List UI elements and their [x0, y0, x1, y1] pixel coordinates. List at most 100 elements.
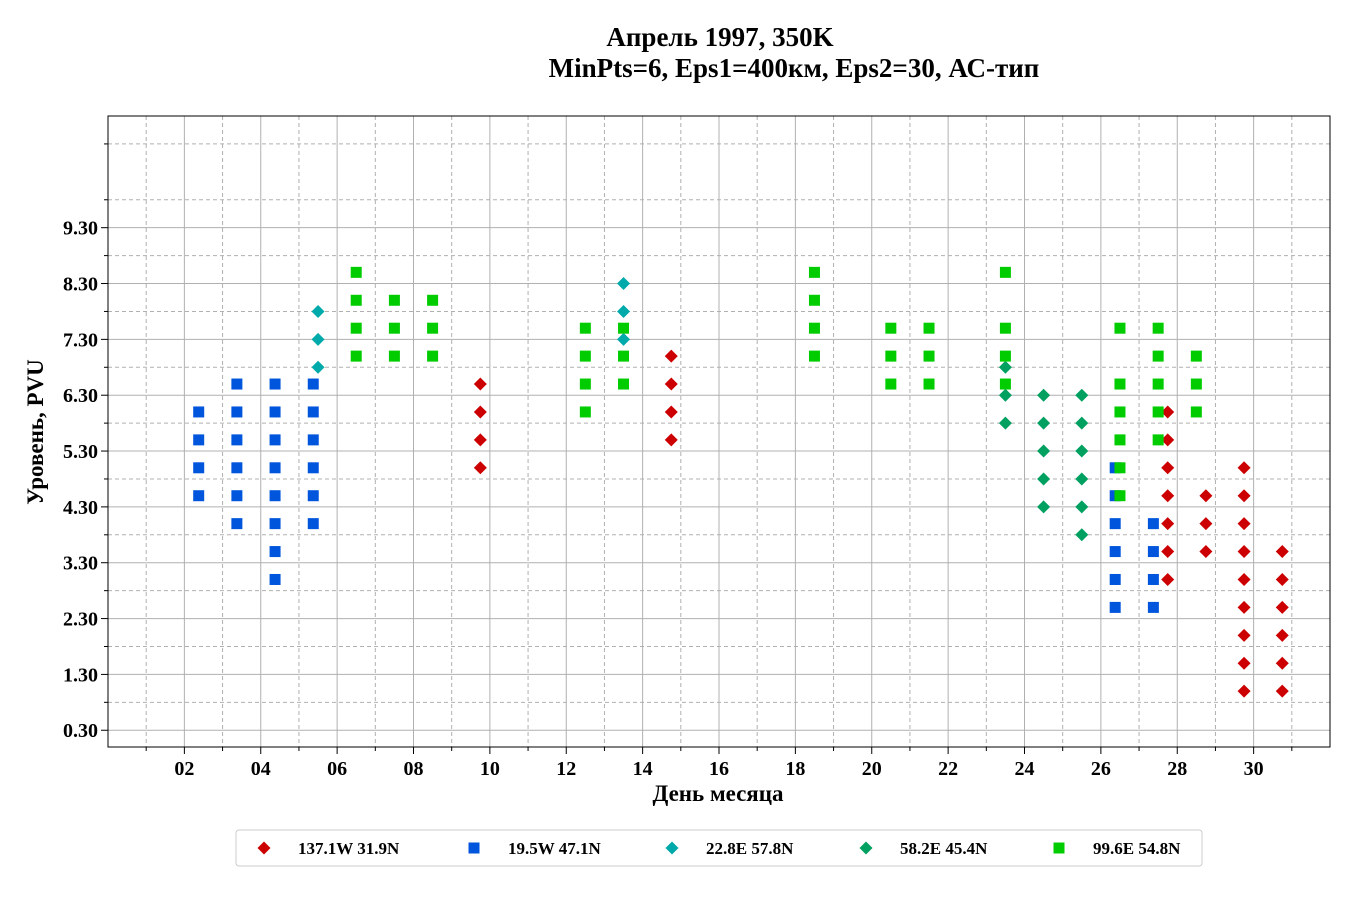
data-point	[1152, 322, 1164, 334]
data-point	[307, 378, 319, 390]
y-tick-label: 6.30	[63, 385, 98, 407]
data-point	[269, 378, 281, 390]
data-point	[1190, 350, 1202, 362]
legend-label: 137.1W 31.9N	[298, 839, 400, 858]
data-point	[1114, 490, 1126, 502]
data-point	[473, 433, 487, 447]
data-point	[664, 405, 678, 419]
x-tick-label: 08	[404, 758, 424, 780]
data-point	[999, 350, 1011, 362]
data-point	[1237, 572, 1251, 586]
data-point	[193, 462, 205, 474]
data-point	[1275, 628, 1289, 642]
x-tick-label: 28	[1167, 758, 1187, 780]
x-tick-label: 30	[1244, 758, 1264, 780]
x-tick-label: 12	[556, 758, 576, 780]
grid-lines	[108, 116, 1330, 747]
data-point	[1114, 322, 1126, 334]
data-point	[617, 304, 631, 318]
data-point	[923, 350, 935, 362]
data-point	[1152, 378, 1164, 390]
data-point	[231, 462, 243, 474]
data-point	[231, 378, 243, 390]
x-tick-label: 02	[174, 758, 194, 780]
x-tick-label: 24	[1015, 758, 1035, 780]
x-tick-label: 10	[480, 758, 500, 780]
legend-label: 19.5W 47.1N	[508, 839, 601, 858]
data-point	[1037, 500, 1051, 514]
data-point	[1075, 416, 1089, 430]
x-tick-label: 26	[1091, 758, 1111, 780]
data-point	[1190, 378, 1202, 390]
data-point	[1161, 461, 1175, 475]
data-point	[1109, 601, 1121, 613]
legend-marker	[859, 841, 873, 855]
data-point	[311, 360, 325, 374]
x-tick-label: 16	[709, 758, 729, 780]
data-point	[1237, 600, 1251, 614]
data-point	[1237, 656, 1251, 670]
data-point	[1161, 433, 1175, 447]
data-point	[311, 304, 325, 318]
data-point	[808, 266, 820, 278]
data-point	[269, 434, 281, 446]
data-point	[1275, 600, 1289, 614]
data-point	[579, 322, 591, 334]
data-point	[350, 350, 362, 362]
data-point	[269, 406, 281, 418]
x-tick-label: 14	[633, 758, 653, 780]
data-point	[231, 518, 243, 530]
data-point	[1275, 656, 1289, 670]
x-tick-label: 20	[862, 758, 882, 780]
x-tick-label: 04	[251, 758, 271, 780]
data-point	[269, 518, 281, 530]
data-point	[1161, 517, 1175, 531]
data-point	[1237, 489, 1251, 503]
data-point	[1109, 518, 1121, 530]
data-point	[1237, 461, 1251, 475]
legend-marker	[257, 841, 271, 855]
data-point	[579, 378, 591, 390]
data-point	[1037, 416, 1051, 430]
data-point	[885, 350, 897, 362]
x-axis-label: День месяца	[652, 781, 784, 806]
data-point	[579, 406, 591, 418]
data-point	[808, 350, 820, 362]
data-point	[579, 350, 591, 362]
legend-label: 58.2E 45.4N	[900, 839, 988, 858]
legend: 137.1W 31.9N 19.5W 47.1N 22.8E 57.8N 58.2E …	[235, 829, 1203, 867]
data-point	[231, 434, 243, 446]
data-point	[998, 388, 1012, 402]
data-point	[1147, 518, 1159, 530]
data-point	[885, 322, 897, 334]
data-point	[427, 350, 439, 362]
data-point	[193, 490, 205, 502]
data-point	[350, 266, 362, 278]
data-point	[923, 322, 935, 334]
data-point	[1199, 545, 1213, 559]
data-point	[1075, 528, 1089, 542]
data-point	[350, 322, 362, 334]
data-point	[808, 322, 820, 334]
y-tick-label: 1.30	[63, 664, 98, 686]
data-points	[193, 266, 1289, 698]
data-point	[193, 406, 205, 418]
data-point	[1114, 462, 1126, 474]
data-point	[1152, 350, 1164, 362]
data-point	[473, 377, 487, 391]
data-point	[427, 322, 439, 334]
data-point	[427, 294, 439, 306]
data-point	[307, 406, 319, 418]
data-point	[1190, 406, 1202, 418]
data-point	[617, 277, 631, 291]
data-point	[1161, 489, 1175, 503]
data-point	[1075, 500, 1089, 514]
x-tick-label: 18	[785, 758, 805, 780]
legend-label: 99.6E 54.8N	[1093, 839, 1181, 858]
data-point	[1114, 378, 1126, 390]
data-point	[618, 350, 630, 362]
data-point	[269, 490, 281, 502]
axis-ticks	[101, 143, 1293, 754]
data-point	[1037, 388, 1051, 402]
data-point	[999, 266, 1011, 278]
